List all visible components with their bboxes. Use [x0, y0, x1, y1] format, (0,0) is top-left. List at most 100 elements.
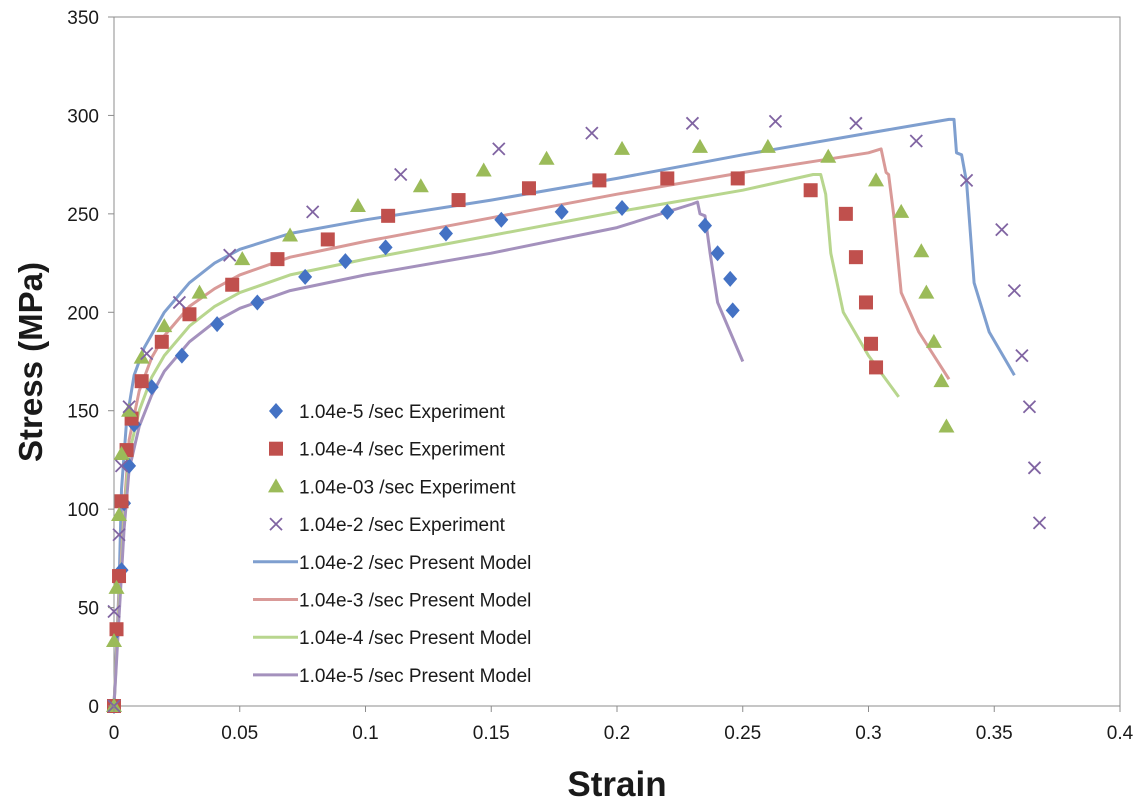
data-point-square	[660, 171, 675, 186]
legend-item: 1.04e-03 /sec Experiment	[268, 477, 516, 498]
y-tick-label: 150	[67, 402, 99, 423]
legend-item: 1.04e-2 /sec Present Model	[253, 553, 531, 574]
data-point-square	[134, 374, 149, 389]
data-point-triangle	[282, 227, 299, 242]
data-point-cross	[172, 295, 187, 310]
data-point-cross	[492, 142, 506, 156]
legend-symbol	[268, 478, 284, 493]
data-point-diamond	[710, 245, 725, 262]
model-line	[112, 147, 951, 707]
y-axis-ticks: 0 50 100 150 200 250 300 350	[67, 8, 114, 718]
data-point-diamond	[725, 302, 740, 319]
legend-item: 1.04e-2 /sec Experiment	[269, 515, 506, 536]
data-point-triangle	[113, 446, 130, 461]
data-point-triangle	[234, 251, 251, 266]
y-axis-title: Stress (MPa)	[12, 262, 49, 462]
y-tick-label: 200	[67, 303, 99, 324]
x-tick-label: 0.35	[976, 723, 1013, 744]
data-point-cross	[306, 205, 320, 219]
data-point-diamond	[615, 199, 630, 216]
data-point-cross	[1007, 283, 1022, 298]
data-point-square	[838, 206, 853, 221]
data-point-diamond	[250, 294, 265, 311]
legend-label: 1.04e-3 /sec Present Model	[299, 591, 531, 612]
data-point-square	[112, 569, 127, 584]
legend-label: 1.04e-03 /sec Experiment	[299, 477, 516, 498]
y-tick-label: 350	[67, 8, 99, 29]
data-point-square	[381, 208, 396, 223]
data-point-square	[858, 295, 873, 310]
legend-item: 1.04e-4 /sec Experiment	[269, 440, 506, 461]
data-point-triangle	[111, 507, 128, 522]
data-point-cross	[995, 222, 1009, 237]
plot-border	[113, 16, 1121, 707]
data-point-triangle	[691, 138, 708, 153]
data-point-square	[182, 307, 197, 322]
data-point-triangle	[759, 138, 776, 153]
data-point-triangle	[938, 418, 955, 433]
data-point-square	[592, 173, 607, 188]
data-point-triangle	[156, 318, 173, 333]
legend-symbol	[269, 517, 283, 531]
data-point-cross	[1027, 461, 1042, 475]
data-point-triangle	[191, 284, 208, 299]
data-point-diamond	[723, 270, 738, 287]
data-point-triangle	[868, 172, 885, 187]
x-axis-ticks: 0 0.05 0.1 0.15 0.2 0.25 0.3 0.35 0.4	[109, 706, 1134, 744]
x-axis-title: Strain	[567, 765, 666, 801]
x-tick-label: 0.25	[724, 723, 761, 744]
legend-label: 1.04e-4 /sec Present Model	[299, 628, 531, 649]
data-point-cross	[122, 400, 136, 414]
data-point-cross	[394, 167, 408, 182]
data-point-square	[730, 171, 745, 186]
data-point-cross	[909, 134, 923, 148]
legend-item: 1.04e-5 /sec Present Model	[253, 666, 531, 687]
x-tick-label: 0.2	[604, 723, 630, 744]
x-tick-label: 0.4	[1107, 723, 1134, 744]
legend: 1.04e-5 /sec Experiment 1.04e-4 /sec Expe…	[253, 402, 531, 687]
legend-symbol	[269, 403, 283, 419]
data-point-cross	[959, 173, 974, 188]
data-point-square	[869, 360, 884, 375]
x-tick-label: 0	[109, 723, 120, 744]
data-point-square	[154, 334, 169, 349]
y-tick-label: 250	[67, 205, 99, 226]
legend-symbol	[269, 441, 283, 456]
data-point-diamond	[438, 225, 453, 242]
legend-label: 1.04e-2 /sec Present Model	[299, 553, 531, 574]
y-tick-label: 100	[67, 500, 99, 521]
data-point-diamond	[554, 203, 569, 220]
data-point-triangle	[121, 402, 138, 417]
data-point-cross	[1032, 516, 1047, 530]
data-point-square	[109, 622, 124, 637]
data-point-cross	[140, 346, 154, 361]
y-tick-label: 0	[88, 697, 99, 718]
data-point-triangle	[918, 284, 935, 299]
data-point-square	[803, 183, 818, 198]
legend-label: 1.04e-4 /sec Experiment	[299, 440, 506, 461]
data-point-triangle	[820, 148, 837, 163]
data-point-triangle	[538, 150, 555, 165]
data-point-diamond	[494, 211, 509, 228]
legend-label: 1.04e-5 /sec Present Model	[299, 666, 531, 687]
data-point-diamond	[698, 217, 713, 234]
x-tick-label: 0.3	[855, 723, 881, 744]
data-point-triangle	[412, 178, 429, 193]
data-point-triangle	[133, 349, 150, 364]
data-point-cross	[849, 116, 863, 130]
x-tick-label: 0.05	[221, 723, 258, 744]
experiment-markers	[106, 114, 1047, 714]
data-point-triangle	[106, 633, 122, 648]
y-tick-label: 300	[67, 106, 99, 127]
legend-item: 1.04e-3 /sec Present Model	[253, 591, 531, 612]
data-point-triangle	[893, 203, 910, 218]
legend-item: 1.04e-4 /sec Present Model	[253, 628, 531, 649]
x-tick-label: 0.1	[352, 723, 378, 744]
data-point-square	[225, 277, 240, 292]
x-tick-label: 0.15	[473, 723, 510, 744]
data-point-square	[864, 336, 879, 351]
data-point-triangle	[108, 579, 125, 594]
data-point-diamond	[660, 203, 675, 220]
y-tick-label: 50	[78, 599, 99, 620]
